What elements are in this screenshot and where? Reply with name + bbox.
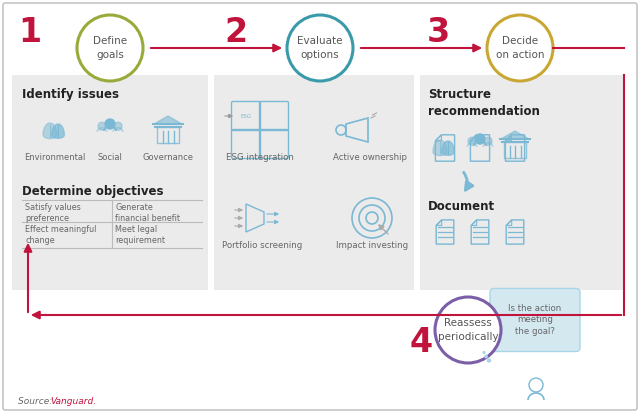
Circle shape [484,137,492,145]
FancyBboxPatch shape [490,289,580,351]
Circle shape [435,297,501,363]
Text: ESG integration: ESG integration [226,153,294,162]
Polygon shape [43,123,57,139]
Text: Governance: Governance [143,153,193,162]
Circle shape [487,15,553,81]
Text: ESG: ESG [241,114,252,119]
Text: 1: 1 [18,16,41,48]
Text: Document: Document [428,200,495,213]
Text: Is the action
meeting
the goal?: Is the action meeting the goal? [508,304,562,336]
Circle shape [483,351,485,354]
Circle shape [468,137,476,145]
Text: Decide
on action: Decide on action [496,36,544,60]
Text: 2: 2 [224,16,247,48]
Circle shape [485,355,487,358]
Text: Determine objectives: Determine objectives [22,185,163,198]
Text: Active ownership: Active ownership [333,153,407,162]
Text: Structure
recommendation: Structure recommendation [428,88,540,118]
Text: 3: 3 [427,16,451,48]
Circle shape [98,122,106,130]
Text: 4: 4 [410,325,433,358]
Text: Environmental: Environmental [24,153,86,162]
Text: Effect meaningful
change: Effect meaningful change [25,225,97,245]
Bar [504,142,526,158]
Text: Impact investing: Impact investing [336,241,408,250]
Circle shape [488,359,490,362]
FancyBboxPatch shape [214,75,414,290]
FancyBboxPatch shape [3,3,637,410]
Polygon shape [433,140,447,156]
Text: Portfolio screening: Portfolio screening [222,241,302,250]
Text: Reassess
periodically: Reassess periodically [438,318,499,342]
Text: Vanguard.: Vanguard. [50,397,96,406]
FancyBboxPatch shape [420,75,624,290]
Circle shape [114,122,122,130]
Circle shape [475,134,485,144]
Circle shape [105,119,115,129]
Circle shape [77,15,143,81]
Polygon shape [52,124,64,138]
Text: Social: Social [97,153,122,162]
Bar [157,127,179,143]
Text: Generate
financial benefit: Generate financial benefit [115,203,180,223]
Text: Evaluate
options: Evaluate options [297,36,343,60]
Text: Identify issues: Identify issues [22,88,119,101]
Text: Source:: Source: [18,397,55,406]
Circle shape [287,15,353,81]
Polygon shape [154,116,182,124]
Polygon shape [501,131,529,139]
Text: Define
goals: Define goals [93,36,127,60]
FancyBboxPatch shape [12,75,208,290]
Text: Satisfy values
preference: Satisfy values preference [25,203,81,223]
Polygon shape [442,141,454,155]
Text: Meet legal
requirement: Meet legal requirement [115,225,165,245]
